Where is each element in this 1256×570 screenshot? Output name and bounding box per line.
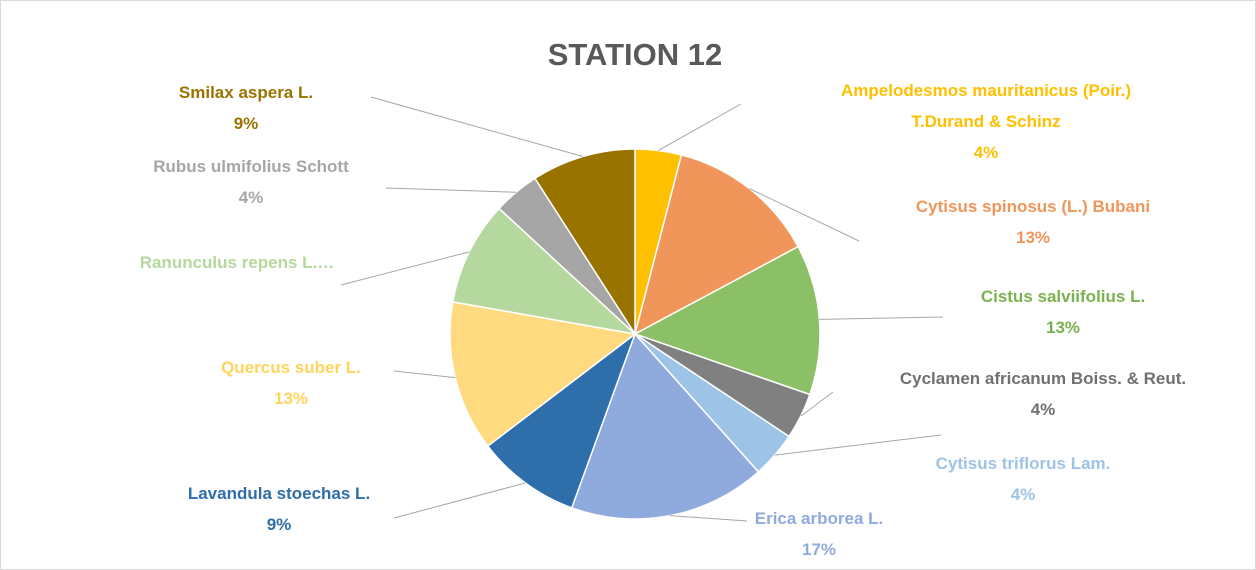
leader-line bbox=[774, 434, 942, 456]
slice-value-label: 13% bbox=[1045, 318, 1081, 337]
slice-value-label: 13% bbox=[273, 389, 309, 408]
slice-label: Rubus ulmifolius Schott bbox=[153, 157, 349, 176]
slice-value-label: 4% bbox=[1030, 400, 1056, 419]
pie-slice bbox=[633, 245, 821, 396]
slice-value-label: 4% bbox=[973, 143, 999, 162]
leader-line bbox=[749, 188, 860, 242]
chart-title: STATION 12 bbox=[547, 37, 723, 72]
leader-line bbox=[669, 515, 748, 522]
leader-line bbox=[385, 187, 517, 193]
leader-line bbox=[393, 482, 526, 519]
pie-slice bbox=[451, 207, 638, 336]
slice-label: Ampelodesmos mauritanicus (Poir.) T.Dura… bbox=[840, 81, 1131, 131]
leader-line bbox=[340, 251, 470, 286]
leader-line bbox=[658, 103, 742, 151]
slice-label: Ranunculus repens L.… bbox=[139, 253, 335, 272]
leader-line bbox=[819, 316, 944, 320]
slice-label: Quercus suber L. bbox=[221, 358, 361, 377]
slice-value-label: 13% bbox=[1015, 228, 1051, 247]
slice-value-label: 4% bbox=[1010, 485, 1036, 504]
slice-label: Lavandula stoechas L. bbox=[187, 484, 371, 503]
leader-line bbox=[370, 96, 584, 157]
leader-line bbox=[393, 370, 456, 379]
leader-line bbox=[800, 391, 834, 417]
slice-value-label: 9% bbox=[266, 515, 292, 534]
slice-value-label: 17% bbox=[801, 540, 837, 559]
slice-value-label: 4% bbox=[238, 188, 264, 207]
slice-label: Cytisus triflorus Lam. bbox=[935, 454, 1111, 473]
pie-slice bbox=[633, 154, 800, 336]
slice-value-label: 9% bbox=[233, 114, 259, 133]
slice-label: Cyclamen africanum Boiss. & Reut. bbox=[899, 369, 1187, 388]
slice-label: Smilax aspera L. bbox=[178, 83, 314, 102]
slice-label: Cytisus spinosus (L.) Bubani bbox=[915, 197, 1151, 216]
slice-label: Cistus salviifolius L. bbox=[980, 287, 1146, 306]
slice-label: Erica arborea L. bbox=[754, 509, 884, 528]
pie-slice bbox=[449, 301, 637, 448]
